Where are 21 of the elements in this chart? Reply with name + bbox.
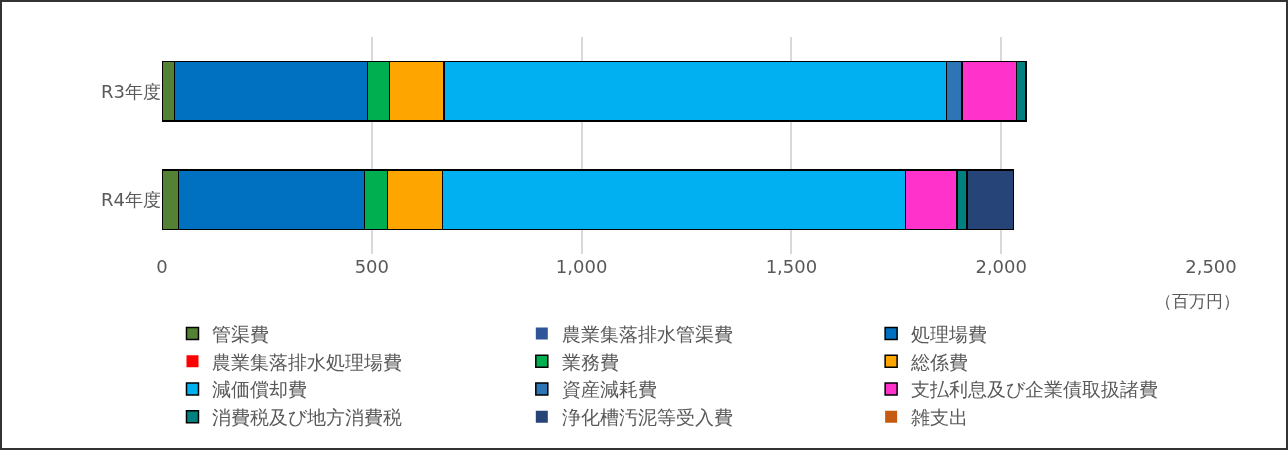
y-tick-label: R4年度 [101,189,161,211]
x-tick-label: 500 [354,256,389,277]
legend-label: 支払利息及び企業債取扱諸費 [911,378,1159,401]
legend-label: 浄化槽汚泥等受入費 [561,406,733,429]
legend-label: 業務費 [561,350,619,373]
text: （百万円） [1155,291,1240,311]
x-tick-label: 0 [156,256,168,277]
legend-label: 管渠費 [212,323,270,346]
x-tick-label: 2,000 [975,256,1027,277]
legend-label: 消費税及び地方消費税 [212,406,403,429]
x-tick-label: 2,500 [1185,256,1237,277]
legend-label: 資産減耗費 [561,378,657,401]
legend-label: 農業集落排水管渠費 [561,323,733,346]
y-tick-label: R3年度 [101,80,161,102]
legend-label: 農業集落排水処理場費 [212,350,403,373]
legend-label: 総係費 [910,350,969,373]
legend-label: 雑支出 [911,406,969,429]
legend-label: 減価償却費 [212,378,308,401]
x-tick-label: 1,000 [555,256,608,277]
legend-label: 処理場費 [911,323,988,346]
x-tick-label: 1,500 [765,256,818,277]
